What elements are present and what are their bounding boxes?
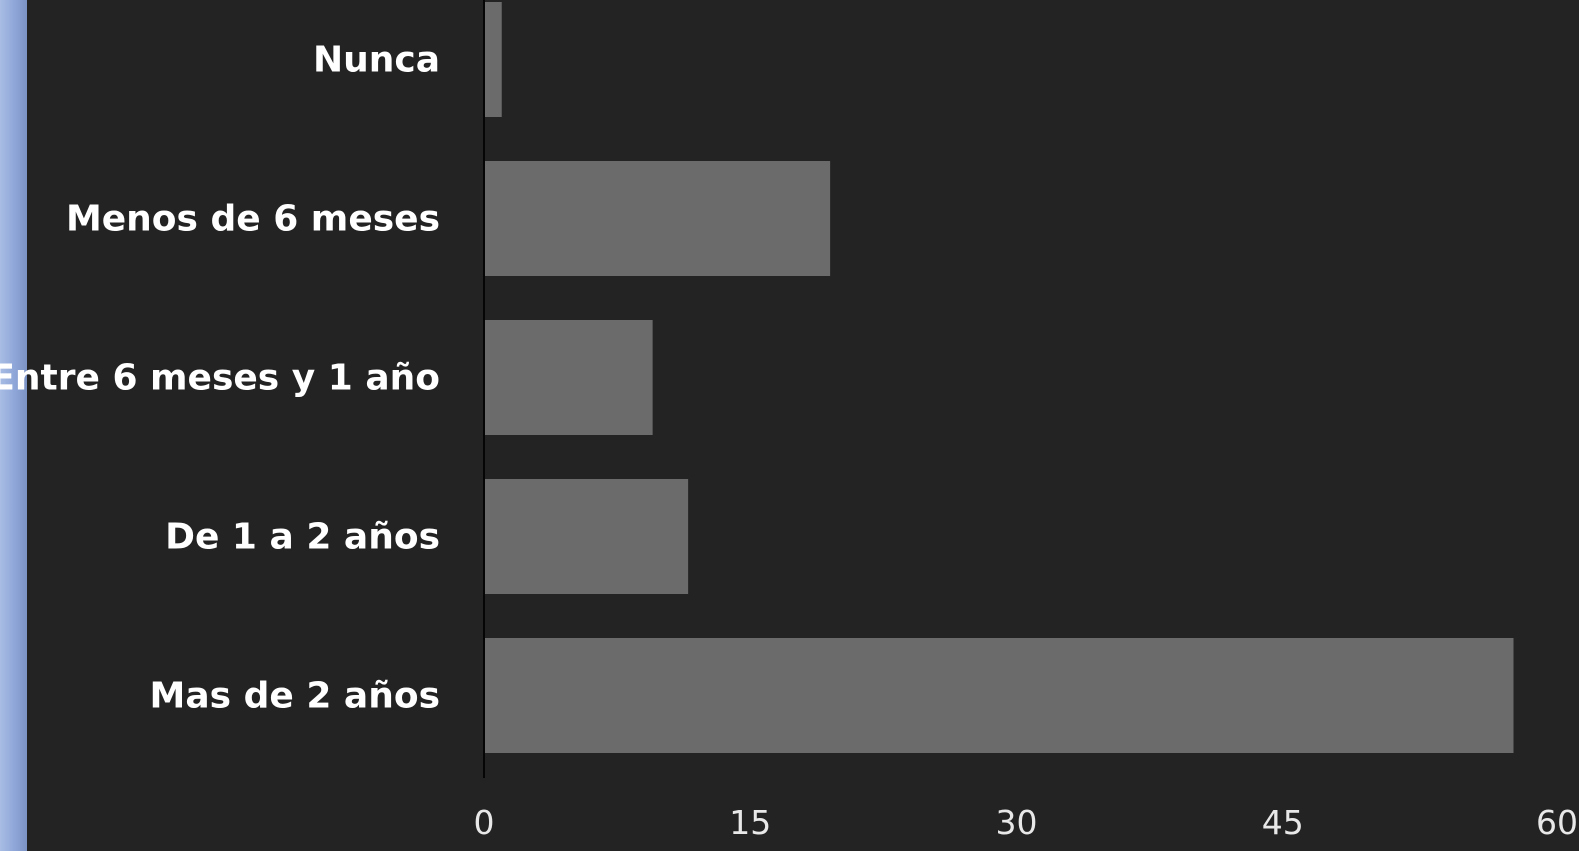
category-label-4: Mas de 2 años xyxy=(150,676,440,717)
category-labels-group: Nunca Menos de 6 meses Entre 6 meses y 1 a… xyxy=(0,40,440,717)
category-label-1: Menos de 6 meses xyxy=(66,199,440,240)
x-tick-labels-group: 0 15 30 45 60 xyxy=(474,803,1579,842)
bar-4 xyxy=(484,638,1514,753)
x-tick-label-2: 30 xyxy=(996,803,1038,842)
bar-2 xyxy=(484,320,653,435)
bar-0 xyxy=(484,2,502,117)
x-tick-label-0: 0 xyxy=(474,803,495,842)
bars-group xyxy=(484,2,1514,753)
category-label-0: Nunca xyxy=(313,40,440,81)
category-label-3: De 1 a 2 años xyxy=(165,517,440,558)
bar-1 xyxy=(484,161,831,276)
x-tick-label-1: 15 xyxy=(729,803,771,842)
x-tick-label-3: 45 xyxy=(1262,803,1304,842)
side-accent-strip xyxy=(0,0,27,851)
bar-3 xyxy=(484,479,689,594)
x-tick-label-4: 60 xyxy=(1536,803,1578,842)
category-label-2: Entre 6 meses y 1 año xyxy=(0,358,440,399)
